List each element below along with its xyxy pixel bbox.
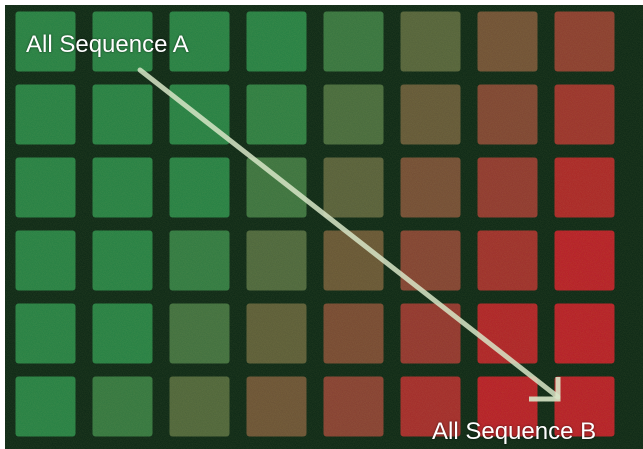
sequence-a-label: All Sequence A <box>26 31 189 58</box>
sequence-b-label: All Sequence B <box>432 418 597 445</box>
microarray-fluorescence-image <box>5 5 643 449</box>
microarray-grid <box>5 5 643 449</box>
gradient-arrow <box>137 67 561 400</box>
arrowhead-icon <box>529 377 561 402</box>
image-grain <box>5 5 643 449</box>
